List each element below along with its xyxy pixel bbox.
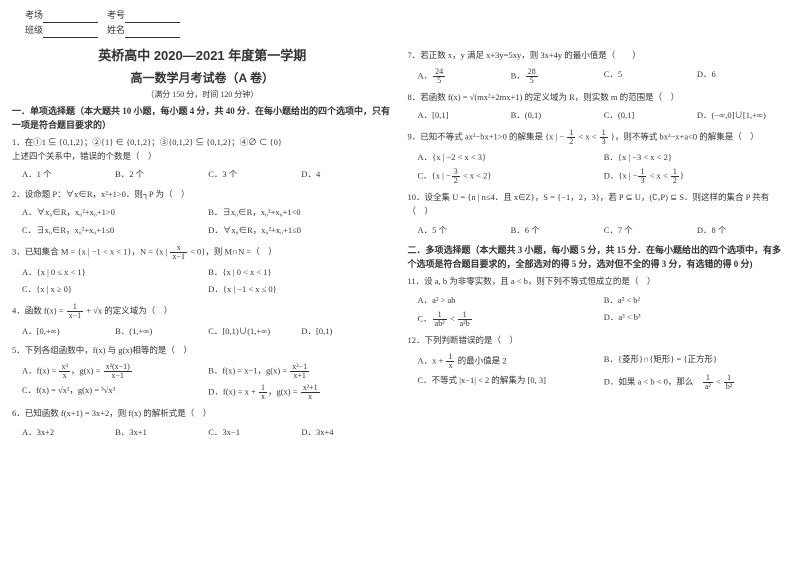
- option-d: D．8 个: [695, 222, 788, 240]
- option-b: B．(0,1): [509, 107, 602, 125]
- option-a: A．a² > ab: [416, 292, 602, 310]
- question-7: 7．若正数 x，y 满足 x+3y=5xy，则 3x+4y 的最小值是（ ） A…: [408, 49, 789, 87]
- option-c: C．∃x₀∈R，x₀²+x₀+1≤0: [20, 222, 206, 240]
- option-a: A．1 个: [20, 166, 113, 184]
- blank-field: [43, 27, 98, 38]
- q-text: + √x 的定义域为（ ）: [86, 305, 172, 315]
- question-6: 6．已知函数 f(x+1) = 3x+2，则 f(x) 的解析式是（ ） A．3…: [12, 407, 393, 441]
- q-text: 10．设全集 U = {n | n≤4．且 x∈Z}，S = {−1，2，3}，…: [408, 191, 789, 218]
- question-11: 11．设 a, b 为非零实数，且 a < b，则下列不等式恒成立的是（ ） A…: [408, 275, 789, 330]
- exam-info: （满分 150 分，时间 120 分钟）: [12, 89, 393, 100]
- option-a: A．[0,+∞): [20, 323, 113, 341]
- option-a: A．5 个: [416, 222, 509, 240]
- fraction: xx−1: [170, 244, 187, 261]
- option-a: A．{x | −2 < x < 3}: [416, 149, 602, 167]
- option-a: A．∀x₀∈R，x₀²+x₀+1>0: [20, 204, 206, 222]
- option-c: C．7 个: [602, 222, 695, 240]
- option-b: B．(1,+∞): [113, 323, 206, 341]
- option-b: B．6 个: [509, 222, 602, 240]
- field-label: 姓名: [107, 23, 125, 38]
- q-text: 8．若函数 f(x) = √(mx²+2mx+1) 的定义域为 R，则实数 m …: [408, 91, 789, 105]
- right-column: 7．若正数 x，y 满足 x+3y=5xy，则 3x+4y 的最小值是（ ） A…: [408, 45, 789, 445]
- option-b: B．2 个: [113, 166, 206, 184]
- option-c: C．不等式 |x−1| < 2 的解集为 [0, 3]: [416, 372, 602, 393]
- option-d: D．f(x) = x + 1x，g(x) = x²+1x: [206, 382, 392, 403]
- option-b: B．{x | 0 < x < 1}: [206, 264, 392, 282]
- q-text: 5．下列各组函数中，f(x) 与 g(x)相等的是（ ）: [12, 344, 393, 358]
- option-c: C．[0,1)∪(1,+∞): [206, 323, 299, 341]
- option-d: D．a³ < b³: [602, 309, 788, 330]
- option-b: B．{x | −3 < x < 2}: [602, 149, 788, 167]
- option-d: D．如果 a < b < 0，那么 1a² < 1b²: [602, 372, 788, 393]
- question-9: 9．已知不等式 ax²−bx+1>0 的解集是 {x | − 12 < x < …: [408, 129, 789, 188]
- question-8: 8．若函数 f(x) = √(mx²+2mx+1) 的定义域为 R，则实数 m …: [408, 91, 789, 125]
- option-d: D．3x+4: [299, 424, 392, 442]
- option-d: D．[0,1): [299, 323, 392, 341]
- exam-header: 考场 考号 班级 姓名: [25, 8, 180, 38]
- option-a: A．{x | 0 ≤ x < 1}: [20, 264, 206, 282]
- option-a: A．[0,1]: [416, 107, 509, 125]
- field-label: 班级: [25, 23, 43, 38]
- q-text: 7．若正数 x，y 满足 x+3y=5xy，则 3x+4y 的最小值是（ ）: [408, 49, 789, 63]
- q-text: }，则不等式 bx²−x+a<0 的解集是（ ）: [611, 131, 759, 141]
- q-text: < x <: [578, 131, 598, 141]
- option-b: B．{菱形}∩{矩形} = {正方形}: [602, 351, 788, 372]
- question-10: 10．设全集 U = {n | n≤4．且 x∈Z}，S = {−1，2，3}，…: [408, 191, 789, 239]
- option-b: B．285: [509, 66, 602, 87]
- page-content: 英桥高中 2020—2021 年度第一学期 高一数学月考试卷（A 卷） （满分 …: [0, 0, 800, 455]
- question-3: 3．已知集合 M = {x | −1 < x < 1}，N = {x | xx−…: [12, 244, 393, 299]
- main-title: 英桥高中 2020—2021 年度第一学期: [12, 45, 393, 64]
- question-5: 5．下列各组函数中，f(x) 与 g(x)相等的是（ ） A．f(x) = x³…: [12, 344, 393, 403]
- option-b: B．3x+1: [113, 424, 206, 442]
- q-text: 12．下列判断错误的是（ ）: [408, 334, 789, 348]
- option-c: C．3x−1: [206, 424, 299, 442]
- option-c: C．1ab² < 1a²b: [416, 309, 602, 330]
- question-4: 4．函数 f(x) = 1x−1 + √x 的定义域为（ ） A．[0,+∞) …: [12, 303, 393, 341]
- option-c: C．{x | −32 < x < 2}: [416, 166, 602, 187]
- option-d: D．{x | −13 < x < 12}: [602, 166, 788, 187]
- section-1-head: 一．单项选择题（本大题共 10 小题，每小题 4 分，共 40 分．在每小题给出…: [12, 105, 393, 132]
- q-text: 11．设 a, b 为非零实数，且 a < b，则下列不等式恒成立的是（ ）: [408, 275, 789, 289]
- blank-field: [43, 12, 98, 23]
- blank-field: [125, 27, 180, 38]
- q-text: 上述四个关系中，错误的个数是（ ）: [12, 150, 393, 164]
- option-a: A．f(x) = x³x，g(x) = x²(x−1)x−1: [20, 361, 206, 382]
- option-d: D．{x | −1 < x ≤ 0}: [206, 281, 392, 299]
- option-d: D．(−∞,0]∪[1,+∞): [695, 107, 788, 125]
- option-d: D．6: [695, 66, 788, 87]
- option-c: C．(0,1]: [602, 107, 695, 125]
- option-c: C．5: [602, 66, 695, 87]
- option-a: A．x + 1x 的最小值是 2: [416, 351, 602, 372]
- option-c: C．f(x) = √x²，g(x) = ³√x³: [20, 382, 206, 403]
- sub-title: 高一数学月考试卷（A 卷）: [12, 69, 393, 86]
- option-c: C．{x | x ≥ 0}: [20, 281, 206, 299]
- option-d: D．4: [299, 166, 392, 184]
- field-label: 考号: [107, 8, 125, 23]
- q-text: 4．函数 f(x) =: [12, 305, 66, 315]
- question-12: 12．下列判断错误的是（ ） A．x + 1x 的最小值是 2 B．{菱形}∩{…: [408, 334, 789, 393]
- q-text: 2．设命题 P：∀x∈R，x²+1>0．则┐P 为（ ）: [12, 188, 393, 202]
- option-a: A．3x+2: [20, 424, 113, 442]
- section-2-head: 二．多项选择题（本大题共 3 小题，每小题 5 分，共 15 分．在每小题给出的…: [408, 244, 789, 271]
- q-text: < 0}，则 M∩N =（ ）: [190, 246, 277, 256]
- option-b: B．∃x₀∈R，x₀²+x₀+1<0: [206, 204, 392, 222]
- option-c: C．3 个: [206, 166, 299, 184]
- blank-field: [125, 12, 180, 23]
- question-2: 2．设命题 P：∀x∈R，x²+1>0．则┐P 为（ ） A．∀x₀∈R，x₀²…: [12, 188, 393, 240]
- option-b: B．f(x) = x−1，g(x) = x²−1x+1: [206, 361, 392, 382]
- q-text: 1．在①1 ⊆ {0,1,2}；②{1} ∈ {0,1,2}；③{0,1,2} …: [12, 136, 393, 150]
- left-column: 英桥高中 2020—2021 年度第一学期 高一数学月考试卷（A 卷） （满分 …: [12, 45, 393, 445]
- fraction: 1x−1: [67, 303, 84, 320]
- q-text: 9．已知不等式 ax²−bx+1>0 的解集是 {x | −: [408, 131, 565, 141]
- q-text: 6．已知函数 f(x+1) = 3x+2，则 f(x) 的解析式是（ ）: [12, 407, 393, 421]
- option-d: D．∀x₀∈R，x₀²+x₀+1≤0: [206, 222, 392, 240]
- field-label: 考场: [25, 8, 43, 23]
- option-a: A．245: [416, 66, 509, 87]
- option-b: B．a² < b²: [602, 292, 788, 310]
- q-text: 3．已知集合 M = {x | −1 < x < 1}，N = {x |: [12, 246, 169, 256]
- question-1: 1．在①1 ⊆ {0,1,2}；②{1} ∈ {0,1,2}；③{0,1,2} …: [12, 136, 393, 184]
